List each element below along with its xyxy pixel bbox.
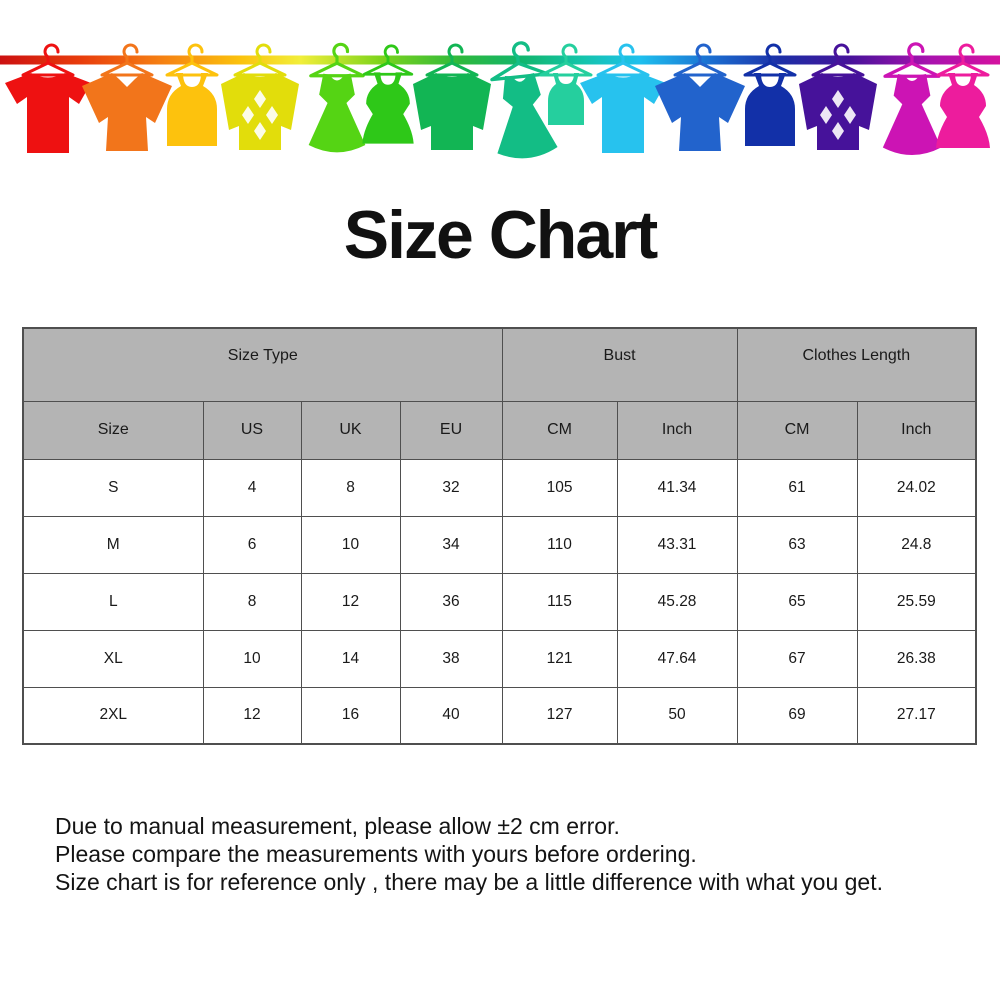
- table-cell: 10: [202, 629, 302, 688]
- table-cell: 24.02: [856, 458, 977, 517]
- col-header-bust-inch: Inch: [616, 400, 738, 460]
- shirt-glyph: [82, 73, 172, 151]
- table-cell: 36: [399, 572, 503, 631]
- tank-glyph: [745, 73, 795, 146]
- table-cell: 115: [501, 572, 618, 631]
- table-cell: 69: [736, 686, 858, 745]
- table-cell: S: [22, 458, 204, 517]
- group-header-row: Size Type Bust Clothes Length: [22, 327, 977, 402]
- table-cell: 14: [300, 629, 401, 688]
- table-cell: 24.8: [856, 515, 977, 574]
- rainbow-line: [0, 55, 1000, 65]
- table-row-xl: XL 10 14 38 121 47.64 67 26.38: [22, 629, 977, 688]
- table-cell: 10: [300, 515, 401, 574]
- table-cell: 50: [616, 686, 738, 745]
- table-cell: 105: [501, 458, 618, 517]
- col-header-size: Size: [22, 400, 204, 460]
- dress-glyph: [882, 74, 942, 156]
- col-header-bust-cm: CM: [501, 400, 618, 460]
- tankdress-glyph: [362, 72, 414, 144]
- table-cell: 26.38: [856, 629, 977, 688]
- table-cell: 40: [399, 686, 503, 745]
- group-header-bust: Bust: [501, 327, 738, 402]
- table-cell: 43.31: [616, 515, 738, 574]
- table-cell: 121: [501, 629, 618, 688]
- column-header-row: Size US UK EU CM Inch CM Inch: [22, 400, 977, 460]
- table-cell: 27.17: [856, 686, 977, 745]
- table-cell: 63: [736, 515, 858, 574]
- tankdress-glyph: [936, 73, 990, 148]
- table-cell: 41.34: [616, 458, 738, 517]
- size-table-wrap: Size Type Bust Clothes Length Size US UK…: [22, 327, 978, 745]
- table-cell: 8: [202, 572, 302, 631]
- sweater-glyph: [413, 73, 491, 150]
- table-cell: 67: [736, 629, 858, 688]
- table-row-2xl: 2XL 12 16 40 127 50 69 27.17: [22, 686, 977, 745]
- tshirt-glyph: [580, 73, 666, 153]
- table-cell: 61: [736, 458, 858, 517]
- table-row-s: S 4 8 32 105 41.34 61 24.02: [22, 458, 977, 517]
- clothesline-banner: [0, 0, 1000, 170]
- table-cell: 34: [399, 515, 503, 574]
- table-cell: 8: [300, 458, 401, 517]
- tank-glyph: [167, 73, 217, 146]
- table-cell: 4: [202, 458, 302, 517]
- table-cell: 16: [300, 686, 401, 745]
- table-cell: 25.59: [856, 572, 977, 631]
- table-cell: 47.64: [616, 629, 738, 688]
- col-header-uk: UK: [300, 400, 401, 460]
- table-cell: 38: [399, 629, 503, 688]
- table-row-l: L 8 12 36 115 45.28 65 25.59: [22, 572, 977, 631]
- table-cell: 6: [202, 515, 302, 574]
- table-cell: 2XL: [22, 686, 204, 745]
- group-header-clothes-length: Clothes Length: [736, 327, 977, 402]
- page-title: Size Chart: [343, 197, 659, 273]
- table-cell: L: [22, 572, 204, 631]
- cami-glyph: [548, 73, 584, 125]
- shirt-glyph: [655, 73, 745, 151]
- col-header-length-cm: CM: [736, 400, 858, 460]
- col-header-eu: EU: [399, 400, 503, 460]
- table-cell: 127: [501, 686, 618, 745]
- clothesline-svg: [0, 38, 1000, 162]
- dress-glyph: [308, 73, 366, 153]
- table-cell: 110: [501, 515, 618, 574]
- table-cell: 12: [300, 572, 401, 631]
- disclaimer-notes: Due to manual measurement, please allow …: [55, 812, 965, 896]
- col-header-us: US: [202, 400, 302, 460]
- note-line: Size chart is for reference only , there…: [55, 869, 883, 895]
- table-cell: 45.28: [616, 572, 738, 631]
- table-cell: 32: [399, 458, 503, 517]
- table-row-m: M 6 10 34 110 43.31 63 24.8: [22, 515, 977, 574]
- tshirt-glyph: [5, 73, 91, 153]
- size-table: Size Type Bust Clothes Length Size US UK…: [22, 327, 978, 745]
- table-cell: 65: [736, 572, 858, 631]
- group-header-size-type: Size Type: [22, 327, 503, 402]
- note-line: Please compare the measurements with you…: [55, 841, 697, 867]
- table-cell: 12: [202, 686, 302, 745]
- note-line: Due to manual measurement, please allow …: [55, 813, 620, 839]
- table-cell: XL: [22, 629, 204, 688]
- table-cell: M: [22, 515, 204, 574]
- col-header-length-inch: Inch: [856, 400, 977, 460]
